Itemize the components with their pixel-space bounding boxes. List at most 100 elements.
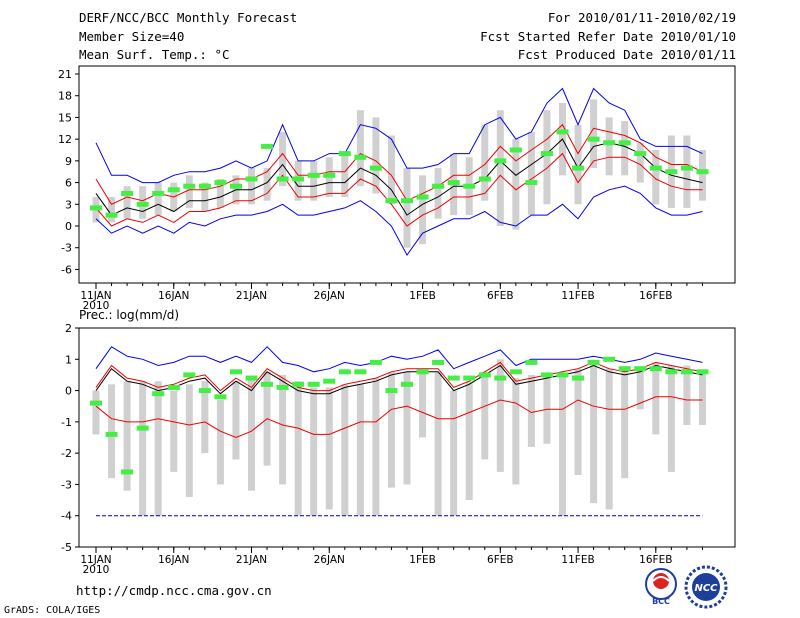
observed-marker	[385, 198, 398, 204]
bcc-logo-text: BCC	[652, 597, 670, 606]
ensemble-box	[216, 178, 224, 208]
observed-marker	[323, 172, 336, 178]
ensemble-box	[419, 175, 427, 245]
observed-marker	[136, 201, 149, 207]
ensemble-box	[683, 365, 691, 425]
observed-marker	[680, 165, 693, 171]
ncc-logo: NCC	[684, 565, 728, 609]
ensemble-box	[372, 378, 380, 516]
observed-marker	[323, 378, 336, 384]
grads-credit: GrADS: COLA/IGES	[4, 605, 101, 616]
ensemble-box	[185, 384, 193, 497]
observed-marker	[478, 372, 491, 378]
observed-marker	[261, 381, 274, 387]
y-tick-label: -5	[61, 541, 72, 554]
observed-marker	[198, 183, 211, 189]
ncc-logo-text: NCC	[694, 583, 718, 594]
ensemble-box	[108, 384, 116, 479]
y-tick-label: 21	[58, 68, 72, 81]
observed-marker	[587, 359, 600, 365]
source-url[interactable]: http://cmdp.ncc.cma.gov.cn	[76, 583, 272, 598]
observed-marker	[229, 183, 242, 189]
observed-marker	[276, 384, 289, 390]
observed-marker	[540, 151, 553, 157]
observed-marker	[245, 176, 258, 182]
ensemble-box	[698, 150, 706, 201]
ensemble-box	[294, 381, 302, 516]
ensemble-box	[310, 387, 318, 516]
x-tick-label: 1FEB	[409, 290, 436, 302]
ensemble-box	[341, 384, 349, 516]
observed-marker	[369, 359, 382, 365]
ensemble-box	[465, 381, 473, 501]
observed-marker	[292, 381, 305, 387]
observed-marker	[401, 198, 413, 204]
ensemble-box	[667, 365, 675, 472]
observed-marker	[183, 372, 196, 378]
ensemble-box	[512, 378, 520, 485]
y-tick-label: 9	[65, 155, 72, 168]
ensemble-box	[372, 117, 380, 194]
observed-marker	[307, 172, 320, 178]
ensemble-box	[170, 390, 178, 472]
observed-marker	[649, 165, 662, 171]
ensemble-box	[450, 390, 458, 516]
ensemble-box	[279, 374, 287, 485]
member-size: Member Size=40	[79, 29, 185, 44]
ensemble-box	[248, 378, 255, 491]
chart-title: DERF/NCC/BCC Monthly Forecast	[79, 10, 298, 25]
y-tick-label: 15	[58, 111, 72, 124]
y-tick-label: -6	[61, 263, 72, 276]
ensemble-box	[496, 110, 504, 226]
ensemble-box	[590, 362, 598, 504]
observed-marker	[245, 375, 258, 381]
ensemble-box	[248, 168, 255, 205]
observed-marker	[665, 169, 678, 175]
observed-marker	[447, 375, 460, 381]
x-tick-year: 2010	[83, 564, 110, 576]
y-tick-label: -3	[61, 242, 72, 255]
x-tick-year: 2010	[83, 300, 110, 312]
y-tick-label: 1	[65, 353, 72, 366]
ensemble-box	[559, 374, 566, 516]
y-tick-label: 12	[58, 133, 72, 146]
ensemble-box	[636, 368, 644, 410]
observed-marker	[463, 375, 476, 381]
observed-marker	[307, 381, 320, 387]
ensemble-box	[279, 131, 287, 187]
ensemble-box	[232, 381, 240, 460]
bcc-emblem-icon	[653, 573, 669, 589]
ensemble-box	[652, 362, 660, 435]
ensemble-box	[496, 359, 504, 472]
observed-marker	[618, 366, 631, 372]
observed-marker	[369, 165, 382, 171]
observed-marker	[463, 183, 476, 189]
observed-marker	[276, 176, 289, 182]
observed-marker	[152, 190, 165, 196]
x-tick-label: 11JAN	[80, 290, 111, 302]
x-tick-label: 6FEB	[487, 554, 514, 566]
lower-bound-line	[95, 185, 703, 256]
observed-marker	[354, 369, 367, 375]
x-tick-label: 16JAN	[158, 290, 189, 302]
observed-marker	[572, 375, 585, 381]
precipitation-panel: 2 1 0 -1 -2 -3 -4 -5 11JAN 16JAN 21JAN 26JAN 1FEB 6FE…	[61, 322, 736, 576]
x-tick-label: 11FEB	[561, 290, 594, 302]
observed-marker	[338, 369, 351, 375]
observed-marker	[152, 391, 165, 397]
ensemble-box	[621, 368, 629, 479]
y-tick-label: 0	[65, 220, 72, 233]
ensemble-box	[403, 371, 411, 485]
y-tick-label: -1	[61, 416, 72, 429]
upper-quartile-line	[95, 361, 703, 392]
variable-label: Mean Surf. Temp.: °C	[79, 47, 230, 62]
observed-marker	[354, 154, 367, 160]
upper-bound-line	[95, 346, 703, 373]
observed-marker	[634, 366, 647, 372]
ensemble-box	[527, 131, 535, 216]
ensemble-box	[201, 381, 209, 454]
y-tick-label: -2	[61, 447, 72, 460]
ensemble-box	[123, 186, 131, 219]
ensemble-box	[652, 150, 660, 205]
observed-marker	[634, 151, 647, 157]
